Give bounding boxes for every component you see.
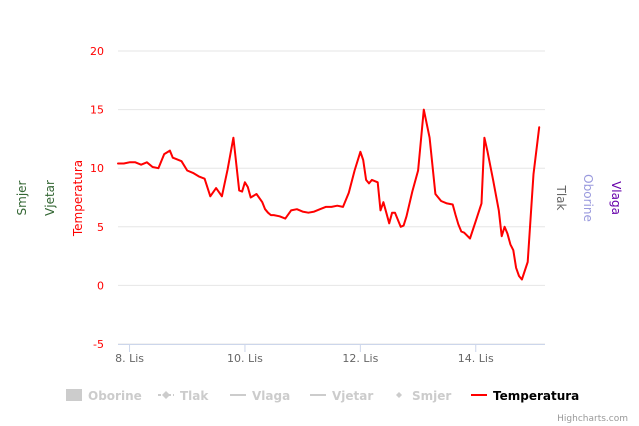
legend-marker-tlak [162,391,170,399]
legend-label-oborine: Oborine [88,389,142,403]
legend-label-tlak: Tlak [180,389,209,403]
y-axis-title-vjetar: Vjetar [43,180,57,216]
y-axis-title-vlaga: Vlaga [609,181,623,215]
series-line-temperatura[interactable] [117,108,541,281]
y-tick-label: 5 [97,221,104,234]
legend-label-smjer: Smjer [412,389,451,403]
legend-item-vlaga[interactable]: Vlaga [230,389,290,403]
series-group [117,108,541,281]
x-tick-label: 10. Lis [227,352,263,365]
y-tick-label: -5 [93,338,104,351]
legend-item-vjetar[interactable]: Vjetar [310,389,373,403]
y-axis-title-smjer: Smjer [15,180,29,215]
legend-item-oborine[interactable]: Oborine [66,389,142,403]
y-axis-ticks: -5 0 5 10 15 20 [90,45,104,351]
y-axis-title-temperatura: Temperatura [71,160,85,237]
y-axis-title-tlak: Tlak [554,185,568,211]
y-tick-label: 10 [90,162,104,175]
legend-label-vlaga: Vlaga [252,389,290,403]
y-tick-label: 0 [97,279,104,292]
y-tick-label: 20 [90,45,104,58]
legend-item-tlak[interactable]: Tlak [158,389,209,403]
credits-link[interactable]: Highcharts.com [557,414,628,424]
legend-label-temperatura: Temperatura [493,389,579,403]
x-tick-label: 14. Lis [458,352,494,365]
axis-titles: Temperatura Vjetar Smjer Tlak Oborine Vl… [15,160,623,237]
legend: Oborine Tlak Vlaga Vjetar Smjer Temperat… [66,389,579,403]
x-tick-label: 12. Lis [342,352,378,365]
y-tick-label: 15 [90,104,104,117]
legend-symbol-oborine [66,389,82,401]
legend-item-temperatura[interactable]: Temperatura [471,389,579,403]
y-axis-title-oborine: Oborine [581,174,595,222]
legend-marker-smjer [396,392,402,398]
legend-label-vjetar: Vjetar [332,389,373,403]
x-axis: 8. Lis 10. Lis 12. Lis 14. Lis [115,344,545,365]
x-tick-label: 8. Lis [115,352,144,365]
legend-item-smjer[interactable]: Smjer [396,389,451,403]
